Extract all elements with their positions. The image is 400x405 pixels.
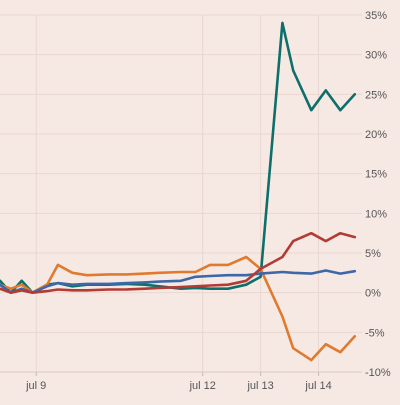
y-tick-label: 30% [365,50,387,62]
y-tick-label: 20% [365,129,387,141]
y-tick-label: 0% [365,288,381,300]
y-tick-label: 10% [365,208,387,220]
series-line-1 [0,21,357,295]
y-tick-label: 15% [365,169,387,181]
y-tick-label: 25% [365,89,387,101]
series-lines [0,21,357,362]
x-tick-label: jul 13 [246,380,273,392]
y-tick-label: 35% [365,10,387,22]
y-tick-label: -10% [365,367,391,379]
y-tick-label: -5% [365,327,385,339]
gridlines [0,14,362,373]
y-tick-label: 5% [365,248,381,260]
x-tick-label: jul 12 [189,380,216,392]
x-axis-ticks: jul 9 jul 12 jul 13 jul 14 [0,371,362,392]
series-line-3 [0,269,357,295]
x-tick-label: jul 14 [304,380,331,392]
series-line-4 [0,231,357,295]
x-tick-label: jul 9 [25,380,46,392]
y-axis-ticks: 35% 30% 25% 20% 15% 10% 5% 0% -5% -10% [365,10,391,379]
